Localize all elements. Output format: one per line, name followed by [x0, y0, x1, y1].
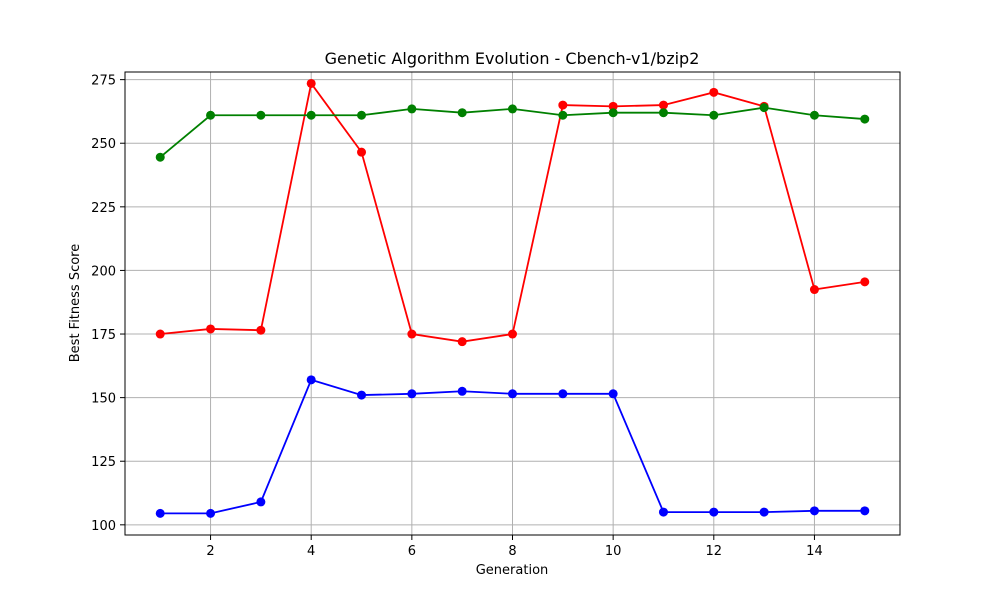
grid	[125, 72, 900, 535]
data-point	[860, 277, 870, 287]
data-point	[206, 508, 216, 518]
data-point	[155, 508, 165, 518]
data-point	[558, 100, 568, 110]
y-axis-label: Best Fitness Score	[68, 244, 83, 363]
data-point	[809, 110, 819, 120]
series-2	[155, 103, 870, 162]
axis-ticks: 2 4 6 8 10 12 14 100 125 150 175 200 225 250 275	[91, 74, 823, 559]
series-1	[155, 78, 870, 347]
data-point	[658, 507, 668, 517]
x-tick-label: 4	[307, 544, 315, 559]
data-point	[256, 497, 266, 507]
y-tick-label: 125	[91, 455, 116, 470]
y-tick-label: 200	[91, 264, 116, 279]
data-point	[860, 506, 870, 516]
data-point	[407, 104, 417, 114]
y-tick-label: 175	[91, 328, 116, 343]
data-point	[709, 507, 719, 517]
data-point	[357, 110, 367, 120]
y-tick-label: 100	[91, 519, 116, 534]
data-point	[407, 329, 417, 339]
data-point	[608, 101, 618, 111]
y-tick-label: 250	[91, 137, 116, 152]
x-tick-label: 8	[508, 544, 516, 559]
x-tick-label: 6	[408, 544, 416, 559]
data-point	[608, 108, 618, 118]
data-point	[709, 87, 719, 97]
data-point	[608, 389, 618, 399]
data-point	[709, 110, 719, 120]
chart-title: Genetic Algorithm Evolution - Cbench-v1/…	[325, 49, 700, 68]
y-tick-label: 225	[91, 201, 116, 216]
data-point	[658, 100, 668, 110]
x-axis-label: Generation	[476, 563, 549, 578]
data-point	[357, 390, 367, 400]
data-point	[306, 78, 316, 88]
data-point	[809, 506, 819, 516]
x-tick-label: 12	[706, 544, 723, 559]
data-point	[407, 389, 417, 399]
data-point	[206, 324, 216, 334]
data-point	[508, 389, 517, 399]
data-point	[357, 147, 367, 157]
data-point	[759, 507, 769, 517]
data-point	[508, 329, 517, 339]
data-point	[558, 110, 568, 120]
data-point	[759, 103, 769, 113]
data-point	[860, 114, 870, 124]
data-point	[457, 108, 467, 118]
data-point	[256, 325, 266, 335]
series-3	[155, 375, 870, 518]
data-point	[155, 329, 165, 339]
data-point	[306, 375, 316, 385]
data-point	[508, 104, 517, 114]
data-point	[206, 110, 216, 120]
data-point	[457, 337, 467, 347]
data-point	[558, 389, 568, 399]
y-tick-label: 275	[91, 74, 116, 89]
y-tick-label: 150	[91, 392, 116, 407]
x-tick-label: 10	[605, 544, 622, 559]
series-layer	[155, 78, 870, 518]
data-point	[658, 108, 668, 118]
data-point	[306, 110, 316, 120]
data-point	[457, 386, 467, 396]
x-tick-label: 2	[206, 544, 214, 559]
x-tick-label: 14	[806, 544, 823, 559]
data-point	[809, 285, 819, 295]
data-point	[155, 152, 165, 162]
data-point	[256, 110, 266, 120]
